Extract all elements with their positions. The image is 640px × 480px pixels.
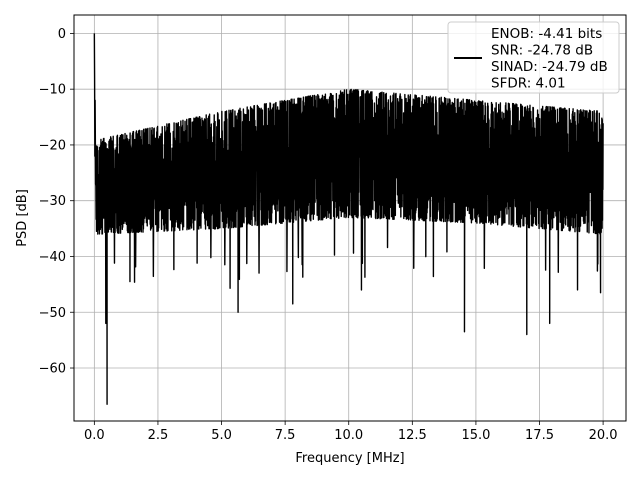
psd-trace	[93, 33, 604, 405]
legend: ENOB: -4.41 bits SNR: -24.78 dB SINAD: -…	[447, 21, 620, 94]
x-axis-label: Frequency [MHz]	[295, 451, 404, 466]
y-tick-label: −10	[39, 83, 66, 98]
x-tick-label: 10.0	[334, 428, 363, 443]
legend-box	[447, 21, 620, 94]
y-tick-label: −30	[39, 194, 66, 209]
x-tick-label: 0.0	[84, 428, 105, 443]
y-axis-label: PSD [dB]	[15, 189, 30, 247]
y-axis-ticks: 0 −10 −20 −30 −40 −50 −60	[39, 27, 74, 377]
x-tick-label: 15.0	[461, 428, 490, 443]
x-tick-label: 2.5	[148, 428, 169, 443]
y-tick-label: −40	[39, 250, 66, 265]
legend-line-sinad: SINAD: -24.79 dB	[491, 59, 608, 75]
y-tick-label: −50	[39, 306, 66, 321]
y-tick-label: 0	[58, 27, 66, 42]
legend-line-enob: ENOB: -4.41 bits	[491, 26, 602, 42]
x-tick-label: 7.5	[275, 428, 296, 443]
y-tick-label: −20	[39, 138, 66, 153]
x-tick-label: 5.0	[211, 428, 232, 443]
x-axis-ticks: 0.0 2.5 5.0 7.5 10.0 12.5 15.0 17.5 20.0	[84, 421, 618, 443]
legend-line-sfdr: SFDR: 4.01	[491, 76, 566, 92]
psd-series-line	[93, 33, 604, 405]
legend-line-snr: SNR: -24.78 dB	[491, 43, 593, 59]
x-tick-label: 20.0	[589, 428, 618, 443]
plot-frame	[73, 14, 627, 422]
y-tick-label: −60	[39, 362, 66, 377]
x-tick-label: 17.5	[525, 428, 554, 443]
x-tick-label: 12.5	[398, 428, 427, 443]
